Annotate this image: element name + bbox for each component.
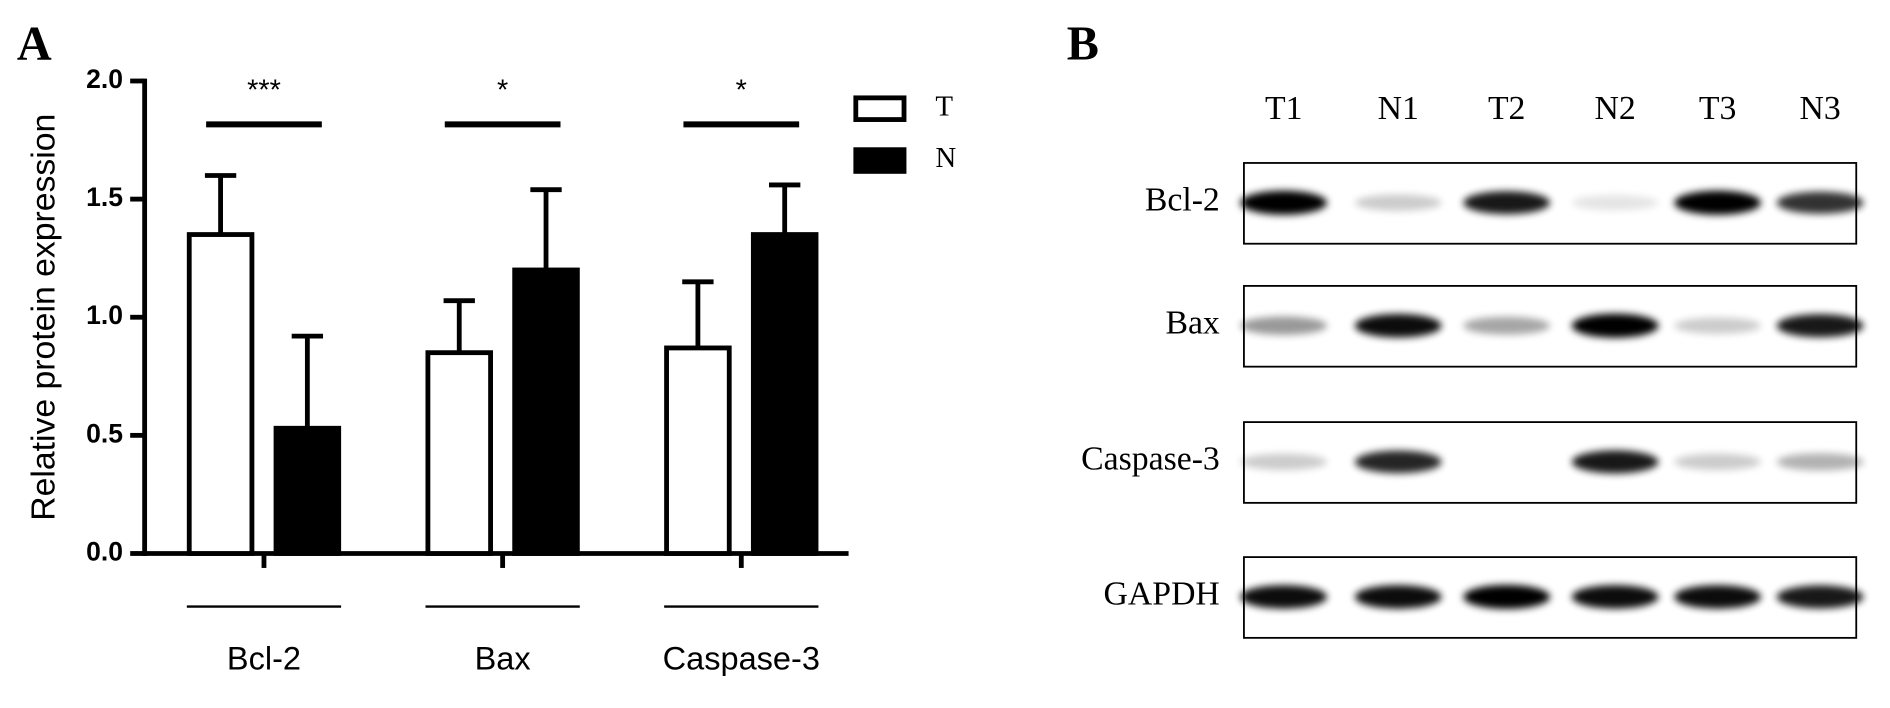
blot-band [1240, 585, 1328, 609]
y-tick-label: 0.5 [86, 418, 123, 448]
y-axis-label: Relative protein expression [25, 114, 63, 521]
bar [273, 425, 342, 556]
blot-band [1674, 317, 1762, 334]
bar [425, 350, 493, 556]
lane-label: T1 [1265, 90, 1303, 127]
blot-frame [1243, 556, 1858, 639]
y-tick-label: 0.0 [86, 536, 123, 566]
x-tick-label: Bax [475, 640, 531, 676]
bar [186, 232, 255, 556]
legend-label: N [935, 142, 956, 174]
blot-band [1240, 316, 1328, 335]
y-tick-label: 1.0 [86, 300, 123, 330]
panel-label: B [1067, 18, 1099, 71]
blot-frame [1243, 421, 1858, 504]
y-tick-label: 2.0 [86, 64, 123, 94]
bar [664, 345, 732, 556]
lane-label: N2 [1595, 90, 1636, 127]
x-tick-label: Bcl-2 [227, 640, 301, 676]
error-bar [530, 187, 562, 270]
blot-band [1354, 194, 1442, 211]
lane-label: T2 [1488, 90, 1526, 127]
blot-band [1354, 450, 1442, 474]
blot-band [1571, 313, 1659, 338]
significance-label: *** [247, 74, 281, 106]
blot-band [1571, 585, 1659, 609]
blot-band [1776, 314, 1864, 338]
lane-label: N1 [1378, 90, 1419, 127]
lane-label: N3 [1799, 90, 1840, 127]
significance-label: * [497, 74, 508, 106]
legend-swatch [853, 147, 907, 174]
bar [750, 232, 819, 556]
blot-row-label: GAPDH [1104, 576, 1220, 613]
blot-band [1674, 190, 1762, 215]
bar [512, 267, 580, 556]
blot-band [1463, 316, 1551, 335]
blot-band [1354, 313, 1442, 338]
blot-band [1776, 453, 1864, 471]
blot-band [1463, 584, 1551, 609]
blot-row-label: Bcl-2 [1145, 181, 1220, 218]
blot-frame [1243, 284, 1858, 368]
blot-band [1571, 450, 1659, 474]
blot-row-label: Caspase-3 [1081, 441, 1220, 478]
blot-band [1776, 585, 1864, 609]
significance-label: * [736, 74, 747, 106]
error-bar [769, 182, 801, 235]
lane-label: T3 [1699, 90, 1737, 127]
blot-band [1571, 195, 1659, 211]
blot-band [1354, 585, 1442, 609]
error-bar [204, 173, 237, 235]
x-tick-label: Caspase-3 [663, 640, 820, 676]
blot-band [1463, 191, 1551, 215]
panel-label: A [17, 18, 52, 71]
error-bar [291, 333, 324, 429]
blot-row-label: Bax [1165, 304, 1219, 341]
blot-band [1674, 453, 1762, 471]
blot-band [1240, 453, 1328, 471]
legend-label: T [935, 90, 953, 122]
blot-band [1674, 585, 1762, 609]
blot-band [1776, 191, 1864, 214]
error-bar [682, 279, 714, 348]
blot-frame [1243, 162, 1858, 245]
legend-swatch [853, 95, 907, 122]
y-tick-label: 1.5 [86, 182, 123, 212]
blot-band [1240, 190, 1328, 215]
error-bar [443, 298, 475, 353]
